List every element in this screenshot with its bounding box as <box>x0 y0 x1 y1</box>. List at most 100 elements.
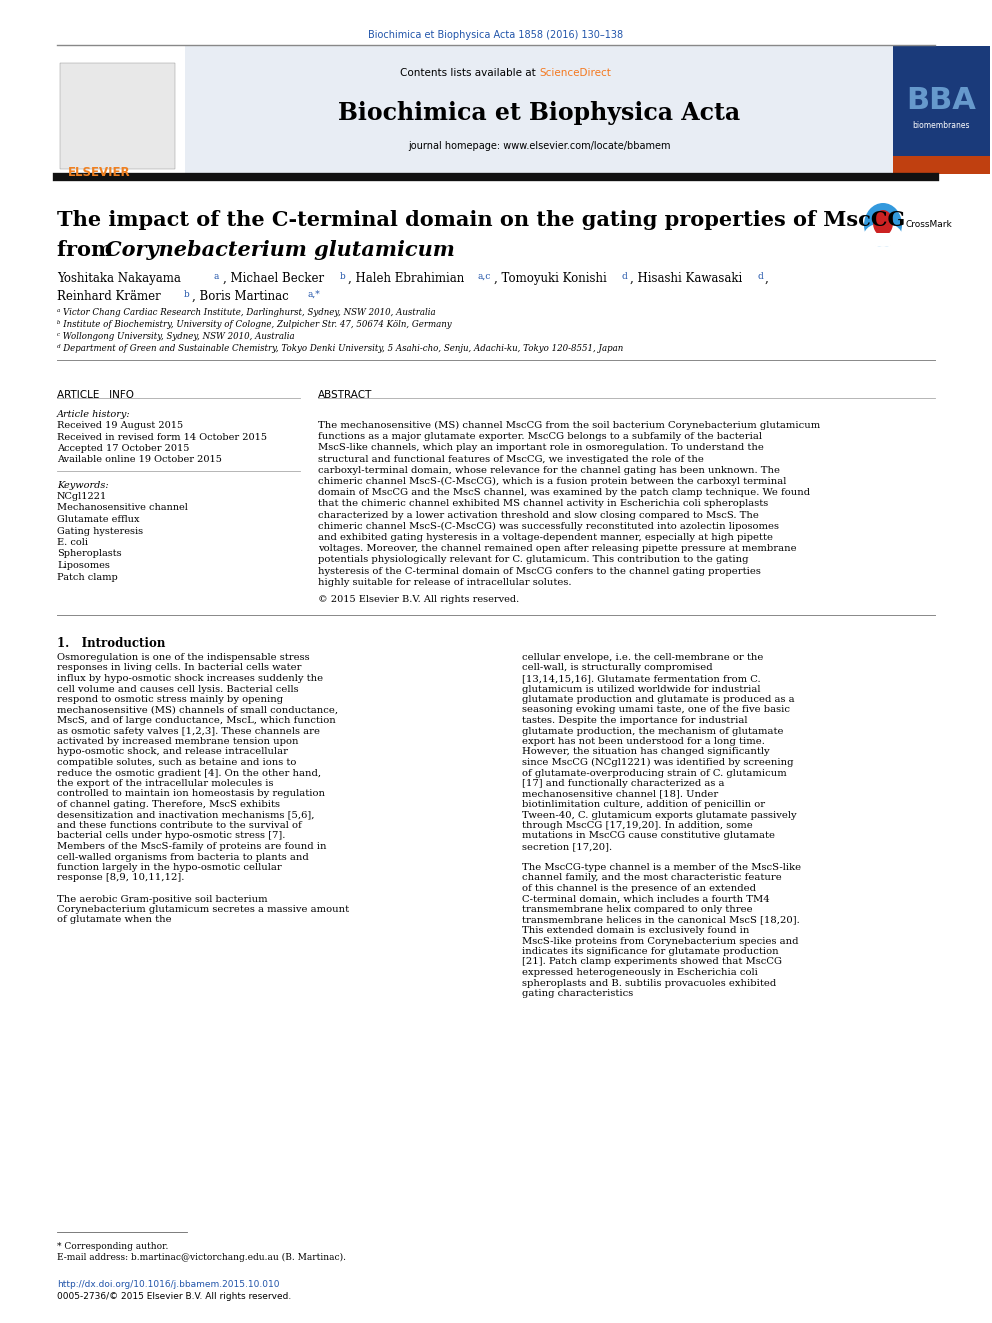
Text: respond to osmotic stress mainly by opening: respond to osmotic stress mainly by open… <box>57 695 283 704</box>
Text: ᵇ Institute of Biochemistry, University of Cologne, Zulpicher Str. 47, 50674 Köl: ᵇ Institute of Biochemistry, University … <box>57 320 451 329</box>
Text: MscS, and of large conductance, MscL, which function: MscS, and of large conductance, MscL, wh… <box>57 716 335 725</box>
Text: carboxyl-terminal domain, whose relevance for the channel gating has been unknow: carboxyl-terminal domain, whose relevanc… <box>318 466 780 475</box>
Text: ELSEVIER: ELSEVIER <box>68 165 131 179</box>
Text: ARTICLE   INFO: ARTICLE INFO <box>57 390 134 400</box>
Text: Available online 19 October 2015: Available online 19 October 2015 <box>57 455 222 464</box>
Text: chimeric channel MscS-(C-MscCG) was successfully reconstituted into azolectin li: chimeric channel MscS-(C-MscCG) was succ… <box>318 521 779 531</box>
Bar <box>60 64 175 169</box>
Text: Spheroplasts: Spheroplasts <box>57 549 122 558</box>
Text: 1.   Introduction: 1. Introduction <box>57 636 166 650</box>
Text: characterized by a lower activation threshold and slow closing compared to MscS.: characterized by a lower activation thre… <box>318 511 759 520</box>
Text: The mechanosensitive (MS) channel MscCG from the soil bacterium Corynebacterium : The mechanosensitive (MS) channel MscCG … <box>318 421 820 430</box>
Text: This extended domain is exclusively found in: This extended domain is exclusively foun… <box>522 926 749 935</box>
Text: secretion [17,20].: secretion [17,20]. <box>522 841 612 851</box>
Ellipse shape <box>864 202 902 247</box>
Text: 0005-2736/© 2015 Elsevier B.V. All rights reserved.: 0005-2736/© 2015 Elsevier B.V. All right… <box>57 1293 292 1301</box>
Text: bacterial cells under hypo-osmotic stress [7].: bacterial cells under hypo-osmotic stres… <box>57 831 286 840</box>
Text: expressed heterogeneously in Escherichia coli: expressed heterogeneously in Escherichia… <box>522 968 758 976</box>
Text: ScienceDirect: ScienceDirect <box>539 67 611 78</box>
Text: , Tomoyuki Konishi: , Tomoyuki Konishi <box>494 273 607 284</box>
Text: ,: , <box>765 273 769 284</box>
Text: journal homepage: www.elsevier.com/locate/bbamem: journal homepage: www.elsevier.com/locat… <box>408 142 671 151</box>
Text: Article history:: Article history: <box>57 410 131 419</box>
Text: reduce the osmotic gradient [4]. On the other hand,: reduce the osmotic gradient [4]. On the … <box>57 769 321 778</box>
Bar <box>57 46 185 175</box>
Text: Corynebacterium glutamicum secretes a massive amount: Corynebacterium glutamicum secretes a ma… <box>57 905 349 914</box>
Text: spheroplasts and B. subtilis provacuoles exhibited: spheroplasts and B. subtilis provacuoles… <box>522 979 777 987</box>
Text: [13,14,15,16]. Glutamate fermentation from C.: [13,14,15,16]. Glutamate fermentation fr… <box>522 673 761 683</box>
Text: d: d <box>622 273 628 280</box>
Text: a,*: a,* <box>308 290 320 299</box>
Text: MscS-like proteins from Corynebacterium species and: MscS-like proteins from Corynebacterium … <box>522 937 799 946</box>
Bar <box>185 46 893 175</box>
Text: Tween-40, C. glutamicum exports glutamate passively: Tween-40, C. glutamicum exports glutamat… <box>522 811 797 819</box>
Text: a,c: a,c <box>477 273 490 280</box>
Text: gating characteristics: gating characteristics <box>522 990 633 998</box>
Text: , Hisashi Kawasaki: , Hisashi Kawasaki <box>630 273 742 284</box>
Text: of this channel is the presence of an extended: of this channel is the presence of an ex… <box>522 884 756 893</box>
Text: cellular envelope, i.e. the cell-membrane or the: cellular envelope, i.e. the cell-membran… <box>522 654 764 662</box>
Text: NCgl1221: NCgl1221 <box>57 492 107 501</box>
Text: responses in living cells. In bacterial cells water: responses in living cells. In bacterial … <box>57 664 302 672</box>
Bar <box>893 156 990 175</box>
Text: chimeric channel MscS-(C-MscCG), which is a fusion protein between the carboxyl : chimeric channel MscS-(C-MscCG), which i… <box>318 478 787 486</box>
Text: mechanosensitive (MS) channels of small conductance,: mechanosensitive (MS) channels of small … <box>57 705 338 714</box>
Text: Osmoregulation is one of the indispensable stress: Osmoregulation is one of the indispensab… <box>57 654 310 662</box>
Text: , Haleh Ebrahimian: , Haleh Ebrahimian <box>348 273 464 284</box>
Text: d: d <box>757 273 763 280</box>
Text: E. coli: E. coli <box>57 538 88 546</box>
Text: Received 19 August 2015: Received 19 August 2015 <box>57 421 184 430</box>
Text: structural and functional features of MscCG, we investigated the role of the: structural and functional features of Ms… <box>318 455 704 463</box>
Text: BBA: BBA <box>906 86 976 115</box>
Text: potentials physiologically relevant for C. glutamicum. This contribution to the : potentials physiologically relevant for … <box>318 556 749 565</box>
Text: http://dx.doi.org/10.1016/j.bbamem.2015.10.010: http://dx.doi.org/10.1016/j.bbamem.2015.… <box>57 1279 280 1289</box>
Text: since MscCG (NCgl1221) was identified by screening: since MscCG (NCgl1221) was identified by… <box>522 758 794 767</box>
Text: Gating hysteresis: Gating hysteresis <box>57 527 143 536</box>
Polygon shape <box>873 233 893 243</box>
Text: However, the situation has changed significantly: However, the situation has changed signi… <box>522 747 770 757</box>
Text: The MscCG-type channel is a member of the MscS-like: The MscCG-type channel is a member of th… <box>522 863 802 872</box>
Text: Mechanosensitive channel: Mechanosensitive channel <box>57 504 187 512</box>
Text: Reinhard Krämer: Reinhard Krämer <box>57 290 161 303</box>
Text: © 2015 Elsevier B.V. All rights reserved.: © 2015 Elsevier B.V. All rights reserved… <box>318 595 519 605</box>
Text: response [8,9, 10,11,12].: response [8,9, 10,11,12]. <box>57 873 185 882</box>
Text: ᶜ Wollongong University, Sydney, NSW 2010, Australia: ᶜ Wollongong University, Sydney, NSW 201… <box>57 332 295 341</box>
Text: function largely in the hypo-osmotic cellular: function largely in the hypo-osmotic cel… <box>57 863 282 872</box>
Text: Received in revised form 14 October 2015: Received in revised form 14 October 2015 <box>57 433 267 442</box>
Text: the export of the intracellular molecules is: the export of the intracellular molecule… <box>57 779 274 789</box>
Text: , Michael Becker: , Michael Becker <box>223 273 324 284</box>
Text: b: b <box>340 273 346 280</box>
Text: MscS-like channels, which play an important role in osmoregulation. To understan: MscS-like channels, which play an import… <box>318 443 764 452</box>
Text: The aerobic Gram-positive soil bacterium: The aerobic Gram-positive soil bacterium <box>57 894 268 904</box>
Text: Glutamate efflux: Glutamate efflux <box>57 515 140 524</box>
Text: ABSTRACT: ABSTRACT <box>318 390 372 400</box>
Text: biomembranes: biomembranes <box>913 120 970 130</box>
Text: ᵃ Victor Chang Cardiac Research Institute, Darlinghurst, Sydney, NSW 2010, Austr: ᵃ Victor Chang Cardiac Research Institut… <box>57 308 435 318</box>
Text: transmembrane helix compared to only three: transmembrane helix compared to only thr… <box>522 905 753 914</box>
Text: from: from <box>57 239 120 261</box>
Ellipse shape <box>873 210 893 235</box>
Text: seasoning evoking umami taste, one of the five basic: seasoning evoking umami taste, one of th… <box>522 705 790 714</box>
Text: through MscCG [17,19,20]. In addition, some: through MscCG [17,19,20]. In addition, s… <box>522 822 753 830</box>
Text: Corynebacterium glutamicum: Corynebacterium glutamicum <box>105 239 455 261</box>
Text: controlled to maintain ion homeostasis by regulation: controlled to maintain ion homeostasis b… <box>57 790 325 799</box>
Text: influx by hypo-osmotic shock increases suddenly the: influx by hypo-osmotic shock increases s… <box>57 673 323 683</box>
Text: hypo-osmotic shock, and release intracellular: hypo-osmotic shock, and release intracel… <box>57 747 288 757</box>
Text: cell-wall, is structurally compromised: cell-wall, is structurally compromised <box>522 664 712 672</box>
Text: and these functions contribute to the survival of: and these functions contribute to the su… <box>57 822 302 830</box>
Text: CrossMark: CrossMark <box>905 220 951 229</box>
Text: mutations in MscCG cause constitutive glutamate: mutations in MscCG cause constitutive gl… <box>522 831 775 840</box>
Text: [17] and functionally characterized as a: [17] and functionally characterized as a <box>522 779 724 789</box>
Text: , Boris Martinac: , Boris Martinac <box>192 290 289 303</box>
Text: that the chimeric channel exhibited MS channel activity in Escherichia coli sphe: that the chimeric channel exhibited MS c… <box>318 499 768 508</box>
Text: of glutamate-overproducing strain of C. glutamicum: of glutamate-overproducing strain of C. … <box>522 769 787 778</box>
Text: Patch clamp: Patch clamp <box>57 573 118 582</box>
Ellipse shape <box>864 224 902 247</box>
Text: [21]. Patch clamp experiments showed that MscCG: [21]. Patch clamp experiments showed tha… <box>522 958 782 967</box>
Text: C-terminal domain, which includes a fourth TM4: C-terminal domain, which includes a four… <box>522 894 770 904</box>
Text: glutamicum is utilized worldwide for industrial: glutamicum is utilized worldwide for ind… <box>522 684 761 693</box>
Text: highly suitable for release of intracellular solutes.: highly suitable for release of intracell… <box>318 578 571 587</box>
Text: as osmotic safety valves [1,2,3]. These channels are: as osmotic safety valves [1,2,3]. These … <box>57 726 320 736</box>
Text: of glutamate when the: of glutamate when the <box>57 916 172 925</box>
Text: The impact of the C-terminal domain on the gating properties of MscCG: The impact of the C-terminal domain on t… <box>57 210 906 230</box>
